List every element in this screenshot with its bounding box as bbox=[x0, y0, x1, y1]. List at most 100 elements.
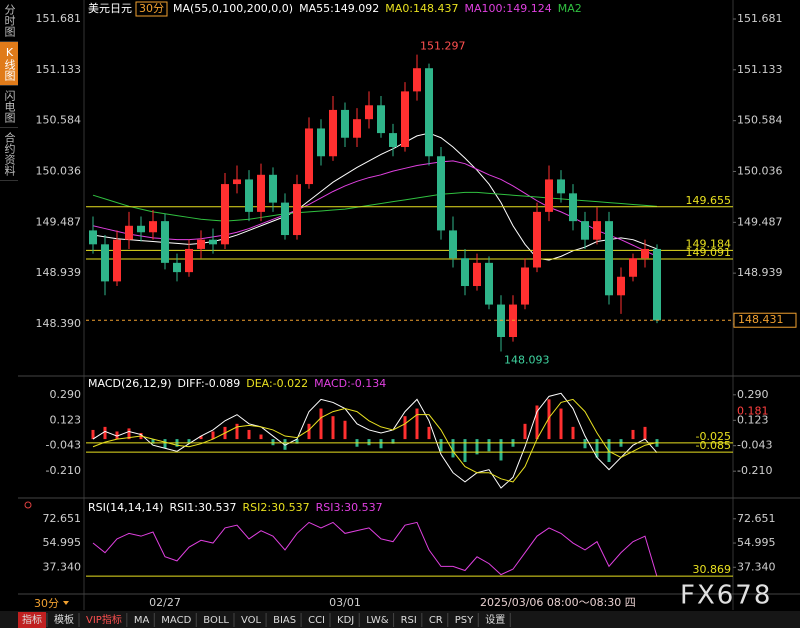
chart-title: 美元日元 bbox=[88, 2, 132, 15]
last-price-label: 148.431 bbox=[738, 313, 784, 326]
y-tick-label: -0.043 bbox=[46, 439, 81, 452]
macd-bar bbox=[283, 439, 287, 450]
macd-bar bbox=[643, 426, 647, 440]
macd-bar bbox=[403, 416, 407, 440]
rsi-line bbox=[92, 521, 658, 577]
candle-body bbox=[629, 258, 637, 277]
level-label: 30.869 bbox=[693, 563, 732, 576]
candle-body bbox=[173, 262, 181, 273]
macd-bar bbox=[151, 439, 155, 444]
tab[interactable]: CR bbox=[429, 615, 443, 626]
candle-body bbox=[329, 109, 337, 157]
candle-body bbox=[101, 244, 109, 282]
candle-body bbox=[521, 267, 529, 305]
legend-entry: MACD(26,12,9) bbox=[88, 377, 172, 390]
sidebar-tab[interactable]: 合约资料 bbox=[0, 128, 18, 181]
macd-line bbox=[92, 398, 658, 483]
candle-body bbox=[485, 262, 493, 305]
candle-body bbox=[533, 211, 541, 268]
sidebar-tab[interactable]: 分时图 bbox=[0, 0, 18, 42]
candle-body bbox=[305, 128, 313, 185]
candle-body bbox=[125, 225, 133, 240]
panel-icon[interactable] bbox=[24, 501, 32, 509]
period-badge[interactable]: 30分 bbox=[34, 597, 59, 610]
sidebar-tab[interactable]: 闪电图 bbox=[0, 86, 18, 128]
candle-body bbox=[185, 248, 193, 273]
legend-entry: DEA:-0.022 bbox=[246, 377, 308, 390]
y-tick-label: 0.123 bbox=[737, 413, 769, 426]
candle-body bbox=[617, 276, 625, 296]
macd-bar bbox=[91, 429, 95, 440]
tab[interactable]: 设置 bbox=[485, 614, 505, 626]
macd-bar bbox=[559, 408, 563, 440]
tab[interactable]: BIAS bbox=[273, 615, 296, 626]
macd-bar bbox=[343, 420, 347, 440]
candle-body bbox=[605, 221, 613, 296]
tab[interactable]: 模板 bbox=[54, 613, 74, 626]
legend-entry: MA100:149.124 bbox=[465, 2, 552, 15]
tab[interactable]: MA bbox=[134, 615, 150, 626]
macd-bar bbox=[583, 439, 587, 449]
macd-bar bbox=[259, 434, 263, 440]
tab[interactable]: KDJ bbox=[337, 615, 354, 626]
legend-entry: RSI2:30.537 bbox=[243, 501, 310, 514]
y-tick-label: 150.036 bbox=[36, 164, 82, 177]
level-label: -0.085 bbox=[696, 439, 731, 452]
macd-bar bbox=[535, 405, 539, 440]
extreme-label: 148.093 bbox=[504, 354, 550, 367]
y-tick-label: 0.290 bbox=[737, 388, 769, 401]
macd-bar bbox=[127, 428, 131, 440]
x-tick-label: 02/27 bbox=[149, 596, 181, 609]
tab[interactable]: BOLL bbox=[203, 615, 229, 626]
macd-bar bbox=[115, 431, 119, 440]
candle-body bbox=[197, 239, 205, 249]
tab[interactable]: LW& bbox=[366, 615, 389, 626]
x-tick-label: 03/01 bbox=[329, 596, 361, 609]
date-range: 2025/03/06 08:00～08:30 四 bbox=[480, 596, 636, 609]
tab[interactable]: VIP指标 bbox=[86, 613, 122, 626]
legend-entry: RSI3:30.537 bbox=[316, 501, 383, 514]
candle-body bbox=[653, 248, 661, 321]
y-tick-label: -0.210 bbox=[46, 464, 81, 477]
macd-line bbox=[92, 392, 658, 489]
candle-body bbox=[509, 304, 517, 337]
macd-bar bbox=[427, 426, 431, 440]
y-tick-label: 148.939 bbox=[36, 266, 82, 279]
tab[interactable]: PSY bbox=[455, 615, 474, 626]
candle-body bbox=[437, 156, 445, 231]
sidebar-tab[interactable]: K线图 bbox=[0, 42, 18, 86]
y-tick-label: 54.995 bbox=[737, 536, 776, 549]
candle-body bbox=[269, 174, 277, 203]
candle-body bbox=[449, 230, 457, 259]
y-tick-label: 150.584 bbox=[36, 114, 82, 127]
macd-bar bbox=[331, 416, 335, 440]
macd-bar bbox=[631, 429, 635, 440]
macd-bar bbox=[415, 408, 419, 440]
last-price-box bbox=[733, 312, 797, 328]
y-tick-label: 54.995 bbox=[43, 536, 82, 549]
candle-body bbox=[233, 179, 241, 185]
macd-bar bbox=[499, 439, 503, 461]
candle-body bbox=[209, 239, 217, 245]
legend-entry: MA(55,0,100,200,0,0) bbox=[173, 2, 293, 15]
legend-entry: DIFF:-0.089 bbox=[178, 377, 241, 390]
tab[interactable]: RSI bbox=[401, 615, 417, 626]
candle-body bbox=[221, 184, 229, 245]
tab[interactable]: VOL bbox=[241, 615, 262, 626]
macd-bar bbox=[295, 439, 299, 444]
tab[interactable]: 指标 bbox=[22, 613, 42, 626]
tab[interactable]: CCI bbox=[308, 615, 325, 626]
macd-bar bbox=[547, 399, 551, 440]
y-tick-label: 151.133 bbox=[737, 63, 783, 76]
y-tick-label: 148.390 bbox=[36, 317, 82, 330]
candle-body bbox=[341, 109, 349, 138]
tab[interactable]: MACD bbox=[161, 615, 191, 626]
candle-body bbox=[641, 248, 649, 259]
candle-body bbox=[389, 133, 397, 147]
candle-body bbox=[569, 193, 577, 222]
macd-bar bbox=[439, 439, 443, 452]
legend-entry: RSI1:30.537 bbox=[169, 501, 236, 514]
macd-bar bbox=[595, 439, 599, 458]
y-tick-label: -0.043 bbox=[737, 439, 772, 452]
